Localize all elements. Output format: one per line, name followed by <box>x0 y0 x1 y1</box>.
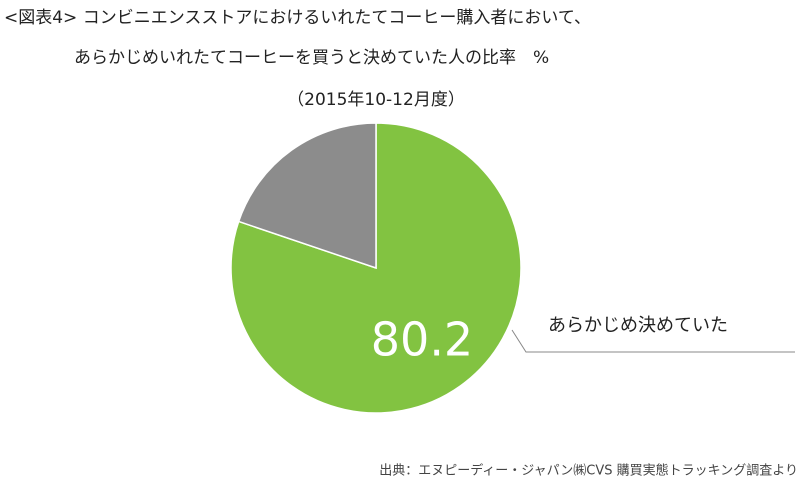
slice-label: あらかじめ決めていた <box>548 315 728 336</box>
chart-title: あらかじめいれたてコーヒーを買うと決めていた人の比率 % <box>74 48 549 68</box>
leader-line <box>511 329 795 353</box>
pie <box>230 122 522 414</box>
chart-title: （2015年10-12月度） <box>287 90 465 110</box>
data-label: 80.2 <box>371 313 473 367</box>
chart-title: <図表4> コンビニエンスストアにおけるいれたてコーヒー購入者において、 <box>4 8 591 28</box>
source-note: 出典：エヌピーディー・ジャパン㈱CVS 購買実態トラッキング調査より <box>379 463 798 479</box>
pie-slice <box>237 122 377 270</box>
